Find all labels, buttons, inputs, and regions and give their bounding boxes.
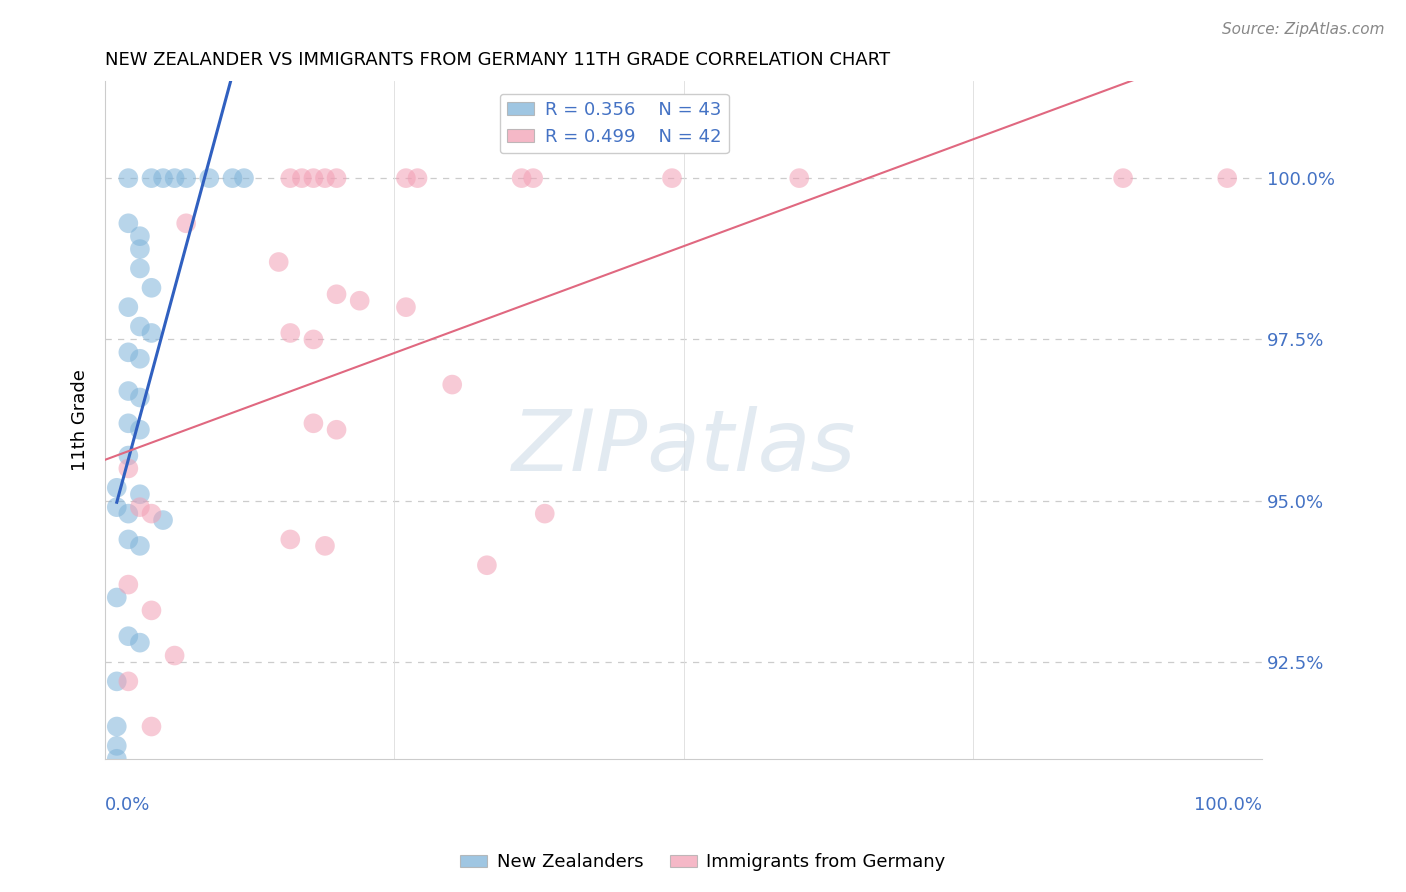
Point bbox=[349, 293, 371, 308]
Point bbox=[129, 351, 152, 366]
Point bbox=[152, 171, 174, 186]
Text: NEW ZEALANDER VS IMMIGRANTS FROM GERMANY 11TH GRADE CORRELATION CHART: NEW ZEALANDER VS IMMIGRANTS FROM GERMANY… bbox=[105, 51, 890, 69]
Point bbox=[1216, 171, 1239, 186]
Point bbox=[141, 603, 163, 617]
Point bbox=[117, 533, 139, 547]
Point bbox=[314, 539, 336, 553]
Point bbox=[129, 242, 152, 256]
Point bbox=[291, 171, 314, 186]
Point bbox=[105, 481, 128, 495]
Point bbox=[141, 281, 163, 295]
Point bbox=[475, 558, 498, 573]
Point bbox=[105, 719, 128, 733]
Point bbox=[163, 648, 186, 663]
Point bbox=[163, 171, 186, 186]
Point bbox=[1112, 171, 1135, 186]
Point bbox=[117, 216, 139, 230]
Point bbox=[129, 423, 152, 437]
Point bbox=[117, 171, 139, 186]
Point bbox=[325, 171, 347, 186]
Y-axis label: 11th Grade: 11th Grade bbox=[72, 369, 89, 471]
Point bbox=[117, 507, 139, 521]
Point bbox=[105, 739, 128, 753]
Point bbox=[141, 171, 163, 186]
Text: ZIPatlas: ZIPatlas bbox=[512, 406, 856, 489]
Point bbox=[174, 216, 197, 230]
Point bbox=[129, 319, 152, 334]
Point bbox=[510, 171, 533, 186]
Point bbox=[117, 461, 139, 475]
Point bbox=[533, 507, 555, 521]
Text: Source: ZipAtlas.com: Source: ZipAtlas.com bbox=[1222, 22, 1385, 37]
Point bbox=[129, 539, 152, 553]
Point bbox=[278, 533, 301, 547]
Point bbox=[302, 417, 325, 431]
Point bbox=[278, 326, 301, 340]
Point bbox=[141, 719, 163, 733]
Legend: New Zealanders, Immigrants from Germany: New Zealanders, Immigrants from Germany bbox=[453, 847, 953, 879]
Point bbox=[406, 171, 429, 186]
Point bbox=[129, 487, 152, 501]
Point bbox=[221, 171, 243, 186]
Point bbox=[129, 391, 152, 405]
Point bbox=[141, 326, 163, 340]
Point bbox=[233, 171, 256, 186]
Point bbox=[117, 449, 139, 463]
Point bbox=[117, 345, 139, 359]
Point bbox=[152, 513, 174, 527]
Point bbox=[302, 333, 325, 347]
Point bbox=[117, 417, 139, 431]
Point bbox=[117, 577, 139, 591]
Text: 100.0%: 100.0% bbox=[1194, 796, 1263, 814]
Point bbox=[441, 377, 464, 392]
Text: 0.0%: 0.0% bbox=[105, 796, 150, 814]
Point bbox=[174, 171, 197, 186]
Point bbox=[129, 229, 152, 244]
Point bbox=[105, 674, 128, 689]
Point bbox=[198, 171, 221, 186]
Point bbox=[105, 752, 128, 766]
Point bbox=[325, 287, 347, 301]
Point bbox=[787, 171, 810, 186]
Point bbox=[278, 171, 301, 186]
Point bbox=[302, 171, 325, 186]
Point bbox=[522, 171, 544, 186]
Point bbox=[129, 261, 152, 276]
Point bbox=[129, 635, 152, 649]
Point bbox=[117, 674, 139, 689]
Point bbox=[661, 171, 683, 186]
Point bbox=[117, 384, 139, 398]
Point bbox=[395, 300, 418, 314]
Point bbox=[117, 629, 139, 643]
Point bbox=[395, 171, 418, 186]
Point bbox=[267, 255, 290, 269]
Legend: R = 0.356    N = 43, R = 0.499    N = 42: R = 0.356 N = 43, R = 0.499 N = 42 bbox=[499, 94, 728, 153]
Point bbox=[129, 500, 152, 515]
Point bbox=[117, 300, 139, 314]
Point bbox=[105, 500, 128, 515]
Point bbox=[105, 591, 128, 605]
Point bbox=[141, 507, 163, 521]
Point bbox=[314, 171, 336, 186]
Point bbox=[325, 423, 347, 437]
